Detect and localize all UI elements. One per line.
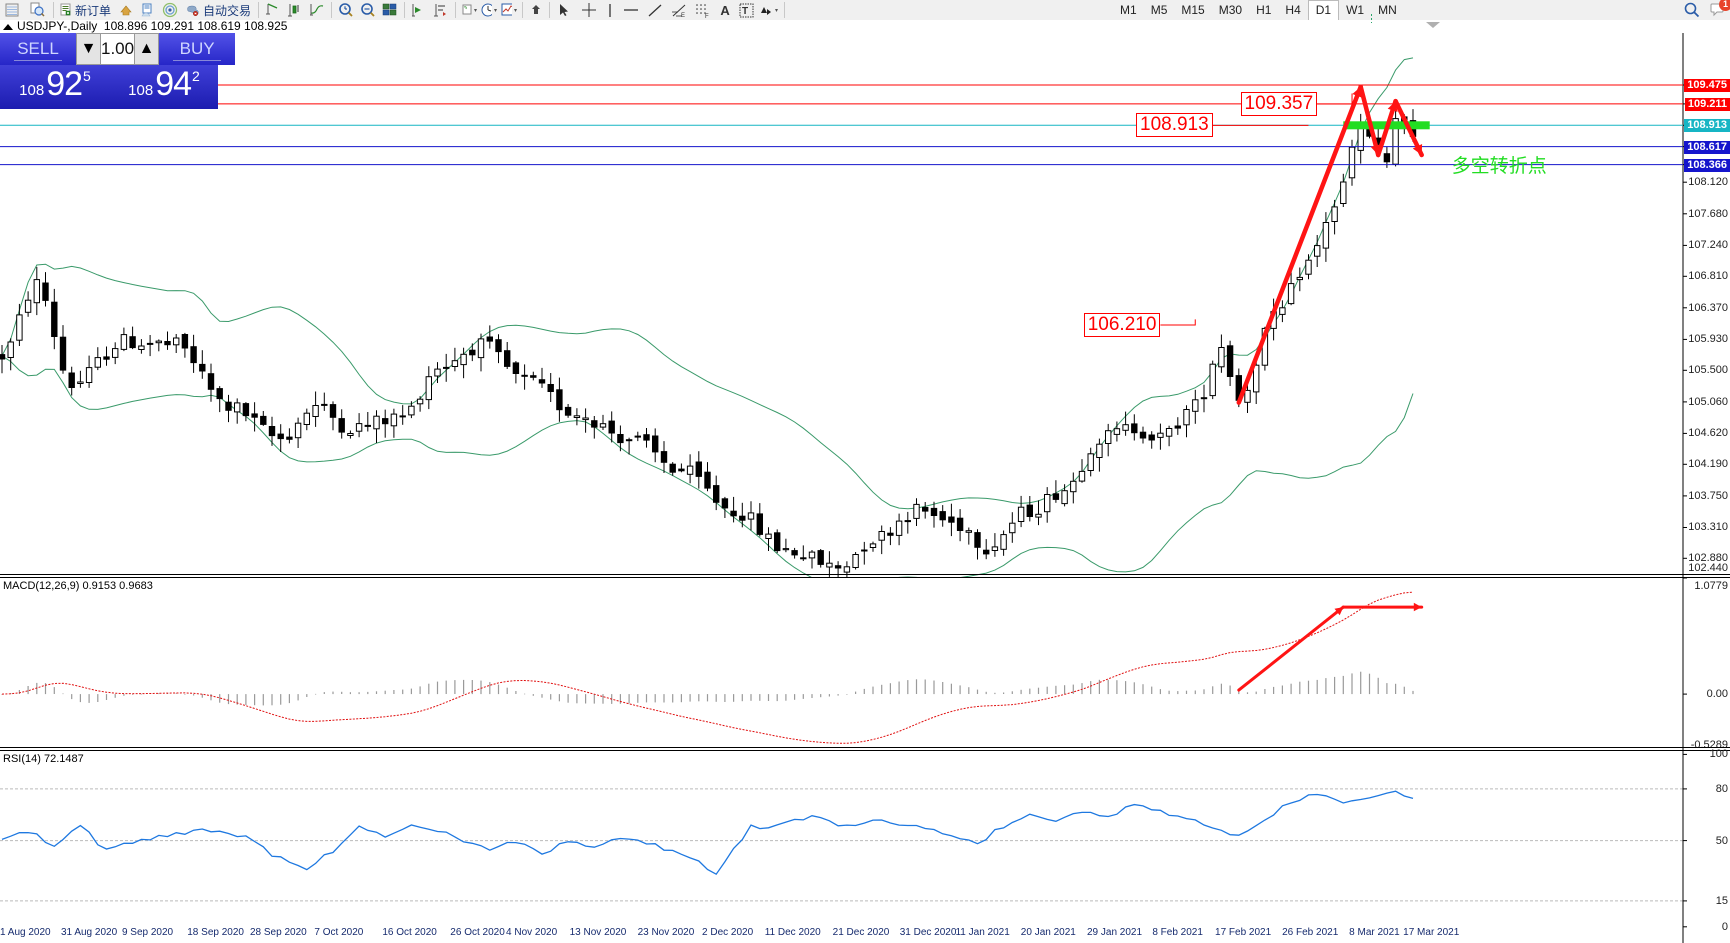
svg-text:E: E — [681, 13, 685, 18]
svg-text:T: T — [742, 6, 748, 17]
svg-text:F: F — [705, 14, 709, 18]
